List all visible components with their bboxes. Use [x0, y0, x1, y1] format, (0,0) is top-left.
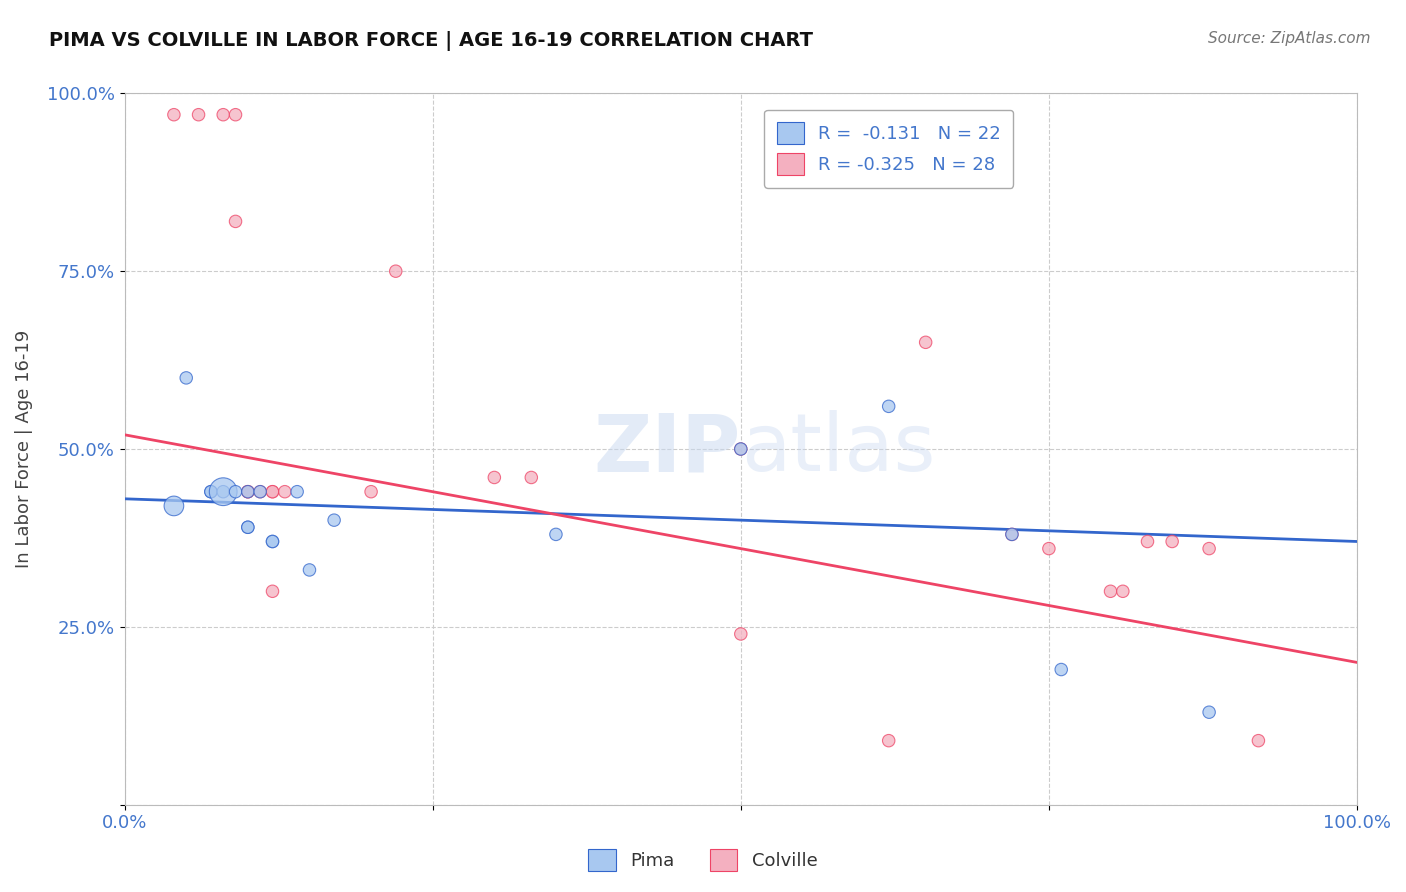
Point — [520, 470, 543, 484]
Text: atlas: atlas — [741, 410, 935, 488]
Text: PIMA VS COLVILLE IN LABOR FORCE | AGE 16-19 CORRELATION CHART: PIMA VS COLVILLE IN LABOR FORCE | AGE 16… — [49, 31, 813, 51]
Point — [1038, 541, 1060, 556]
Point — [212, 108, 235, 122]
Point — [1050, 663, 1073, 677]
Y-axis label: In Labor Force | Age 16-19: In Labor Force | Age 16-19 — [15, 330, 32, 568]
Point — [200, 484, 222, 499]
Point — [1161, 534, 1184, 549]
Text: Source: ZipAtlas.com: Source: ZipAtlas.com — [1208, 31, 1371, 46]
Point — [323, 513, 346, 527]
Point — [1001, 527, 1024, 541]
Legend: R =  -0.131   N = 22, R = -0.325   N = 28: R = -0.131 N = 22, R = -0.325 N = 28 — [763, 110, 1014, 188]
Point — [877, 400, 900, 414]
Point — [914, 335, 936, 350]
Point — [1136, 534, 1159, 549]
Point — [298, 563, 321, 577]
Text: ZIP: ZIP — [593, 410, 741, 488]
Point — [1001, 527, 1024, 541]
Point — [384, 264, 406, 278]
Point — [212, 484, 235, 499]
Point — [225, 484, 247, 499]
Point — [249, 484, 271, 499]
Point — [484, 470, 506, 484]
Point — [544, 527, 567, 541]
Point — [1198, 541, 1220, 556]
Point — [262, 584, 284, 599]
Point — [225, 214, 247, 228]
Point — [236, 520, 259, 534]
Point — [877, 733, 900, 747]
Point — [212, 484, 235, 499]
Point — [730, 442, 752, 456]
Point — [262, 484, 284, 499]
Point — [262, 534, 284, 549]
Point — [174, 371, 197, 385]
Point — [163, 499, 186, 513]
Point — [163, 108, 186, 122]
Point — [236, 484, 259, 499]
Legend: Pima, Colville: Pima, Colville — [581, 842, 825, 879]
Point — [236, 484, 259, 499]
Point — [262, 484, 284, 499]
Point — [274, 484, 297, 499]
Point — [225, 108, 247, 122]
Point — [360, 484, 382, 499]
Point — [730, 442, 752, 456]
Point — [236, 520, 259, 534]
Point — [236, 484, 259, 499]
Point — [1198, 705, 1220, 719]
Point — [285, 484, 308, 499]
Point — [1247, 733, 1270, 747]
Point — [262, 534, 284, 549]
Point — [249, 484, 271, 499]
Point — [200, 484, 222, 499]
Point — [1099, 584, 1122, 599]
Point — [1112, 584, 1135, 599]
Point — [187, 108, 209, 122]
Point — [730, 627, 752, 641]
